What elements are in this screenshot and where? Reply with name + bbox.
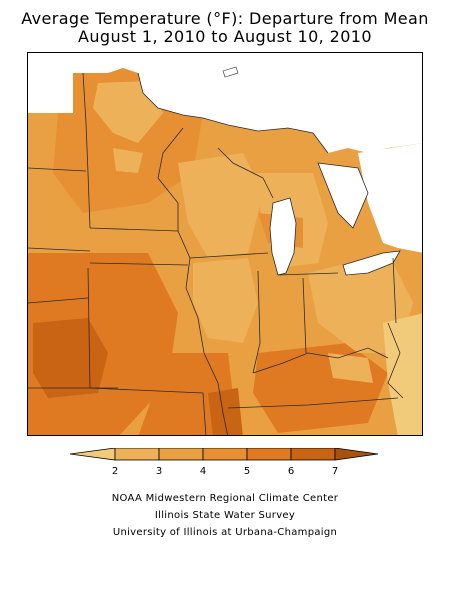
legend-bin-5-6 — [246, 447, 292, 461]
state-boundaries — [28, 72, 404, 435]
credit-line: University of Illinois at Urbana-Champai… — [112, 527, 338, 538]
isle-royale — [222, 66, 239, 78]
legend-label: 6 — [288, 466, 294, 477]
border-il-in — [252, 270, 261, 374]
legend-left-arrow — [69, 447, 116, 461]
legend-label: 5 — [244, 466, 250, 477]
border-oh-pa — [392, 257, 397, 324]
border-ia-mo — [89, 262, 189, 266]
outside-region-east — [358, 143, 422, 253]
temp-zone-mn-light2 — [113, 148, 143, 173]
border-mn-ia — [89, 227, 179, 232]
legend-label: 4 — [200, 466, 206, 477]
legend-label: 2 — [112, 466, 118, 477]
border-nd-sd — [28, 167, 87, 172]
border-wv — [387, 322, 404, 399]
temp-zone-se-mo-darkest — [208, 388, 243, 435]
legend-right-arrow — [334, 447, 379, 461]
temp-zone-mn-light — [93, 81, 163, 143]
color-scale-legend: 2 3 4 5 6 7 — [69, 447, 380, 480]
border-mo-ks — [87, 267, 91, 389]
legend-label: 7 — [332, 466, 338, 477]
border-mn-dakotas — [82, 72, 91, 229]
legend-label: 3 — [156, 466, 162, 477]
border-mi-in-oh — [277, 272, 339, 276]
legend-bin-4-5 — [202, 447, 248, 461]
lake-michigan — [269, 197, 297, 276]
credit-line: NOAA Midwestern Regional Climate Center — [111, 493, 339, 504]
temp-zone-sw-ohio-light — [328, 353, 373, 383]
credit-line: Illinois State Water Survey — [154, 510, 296, 521]
border-ky-tn — [227, 397, 399, 409]
lake-superior-shore — [137, 72, 329, 154]
border-mississippi — [177, 230, 228, 435]
temp-zone-wi-light — [178, 153, 263, 258]
border-oh-ky — [252, 347, 389, 374]
canada-and-lake-superior — [73, 53, 422, 153]
border-ne-ks — [28, 297, 89, 304]
border-in-oh — [302, 277, 307, 354]
outside-region-nw — [28, 53, 73, 113]
legend-bin-3-4 — [158, 447, 204, 461]
legend-bin-2-3 — [114, 447, 160, 461]
temperature-departure-map — [27, 52, 423, 436]
legend-bin-6-7 — [290, 447, 336, 461]
border-wi-il — [189, 252, 269, 259]
map-date-range: August 1, 2010 to August 10, 2010 — [78, 27, 372, 46]
temp-zone-il-light — [193, 258, 258, 343]
temp-zone-east-lightest — [383, 313, 422, 435]
border-sd-ne — [28, 247, 91, 252]
border-mn-wi — [157, 127, 184, 231]
border-mo-ar — [89, 387, 207, 435]
border-wi-mi — [217, 147, 274, 199]
map-title: Average Temperature (°F): Departure from… — [21, 9, 429, 28]
lake-huron — [317, 162, 369, 229]
